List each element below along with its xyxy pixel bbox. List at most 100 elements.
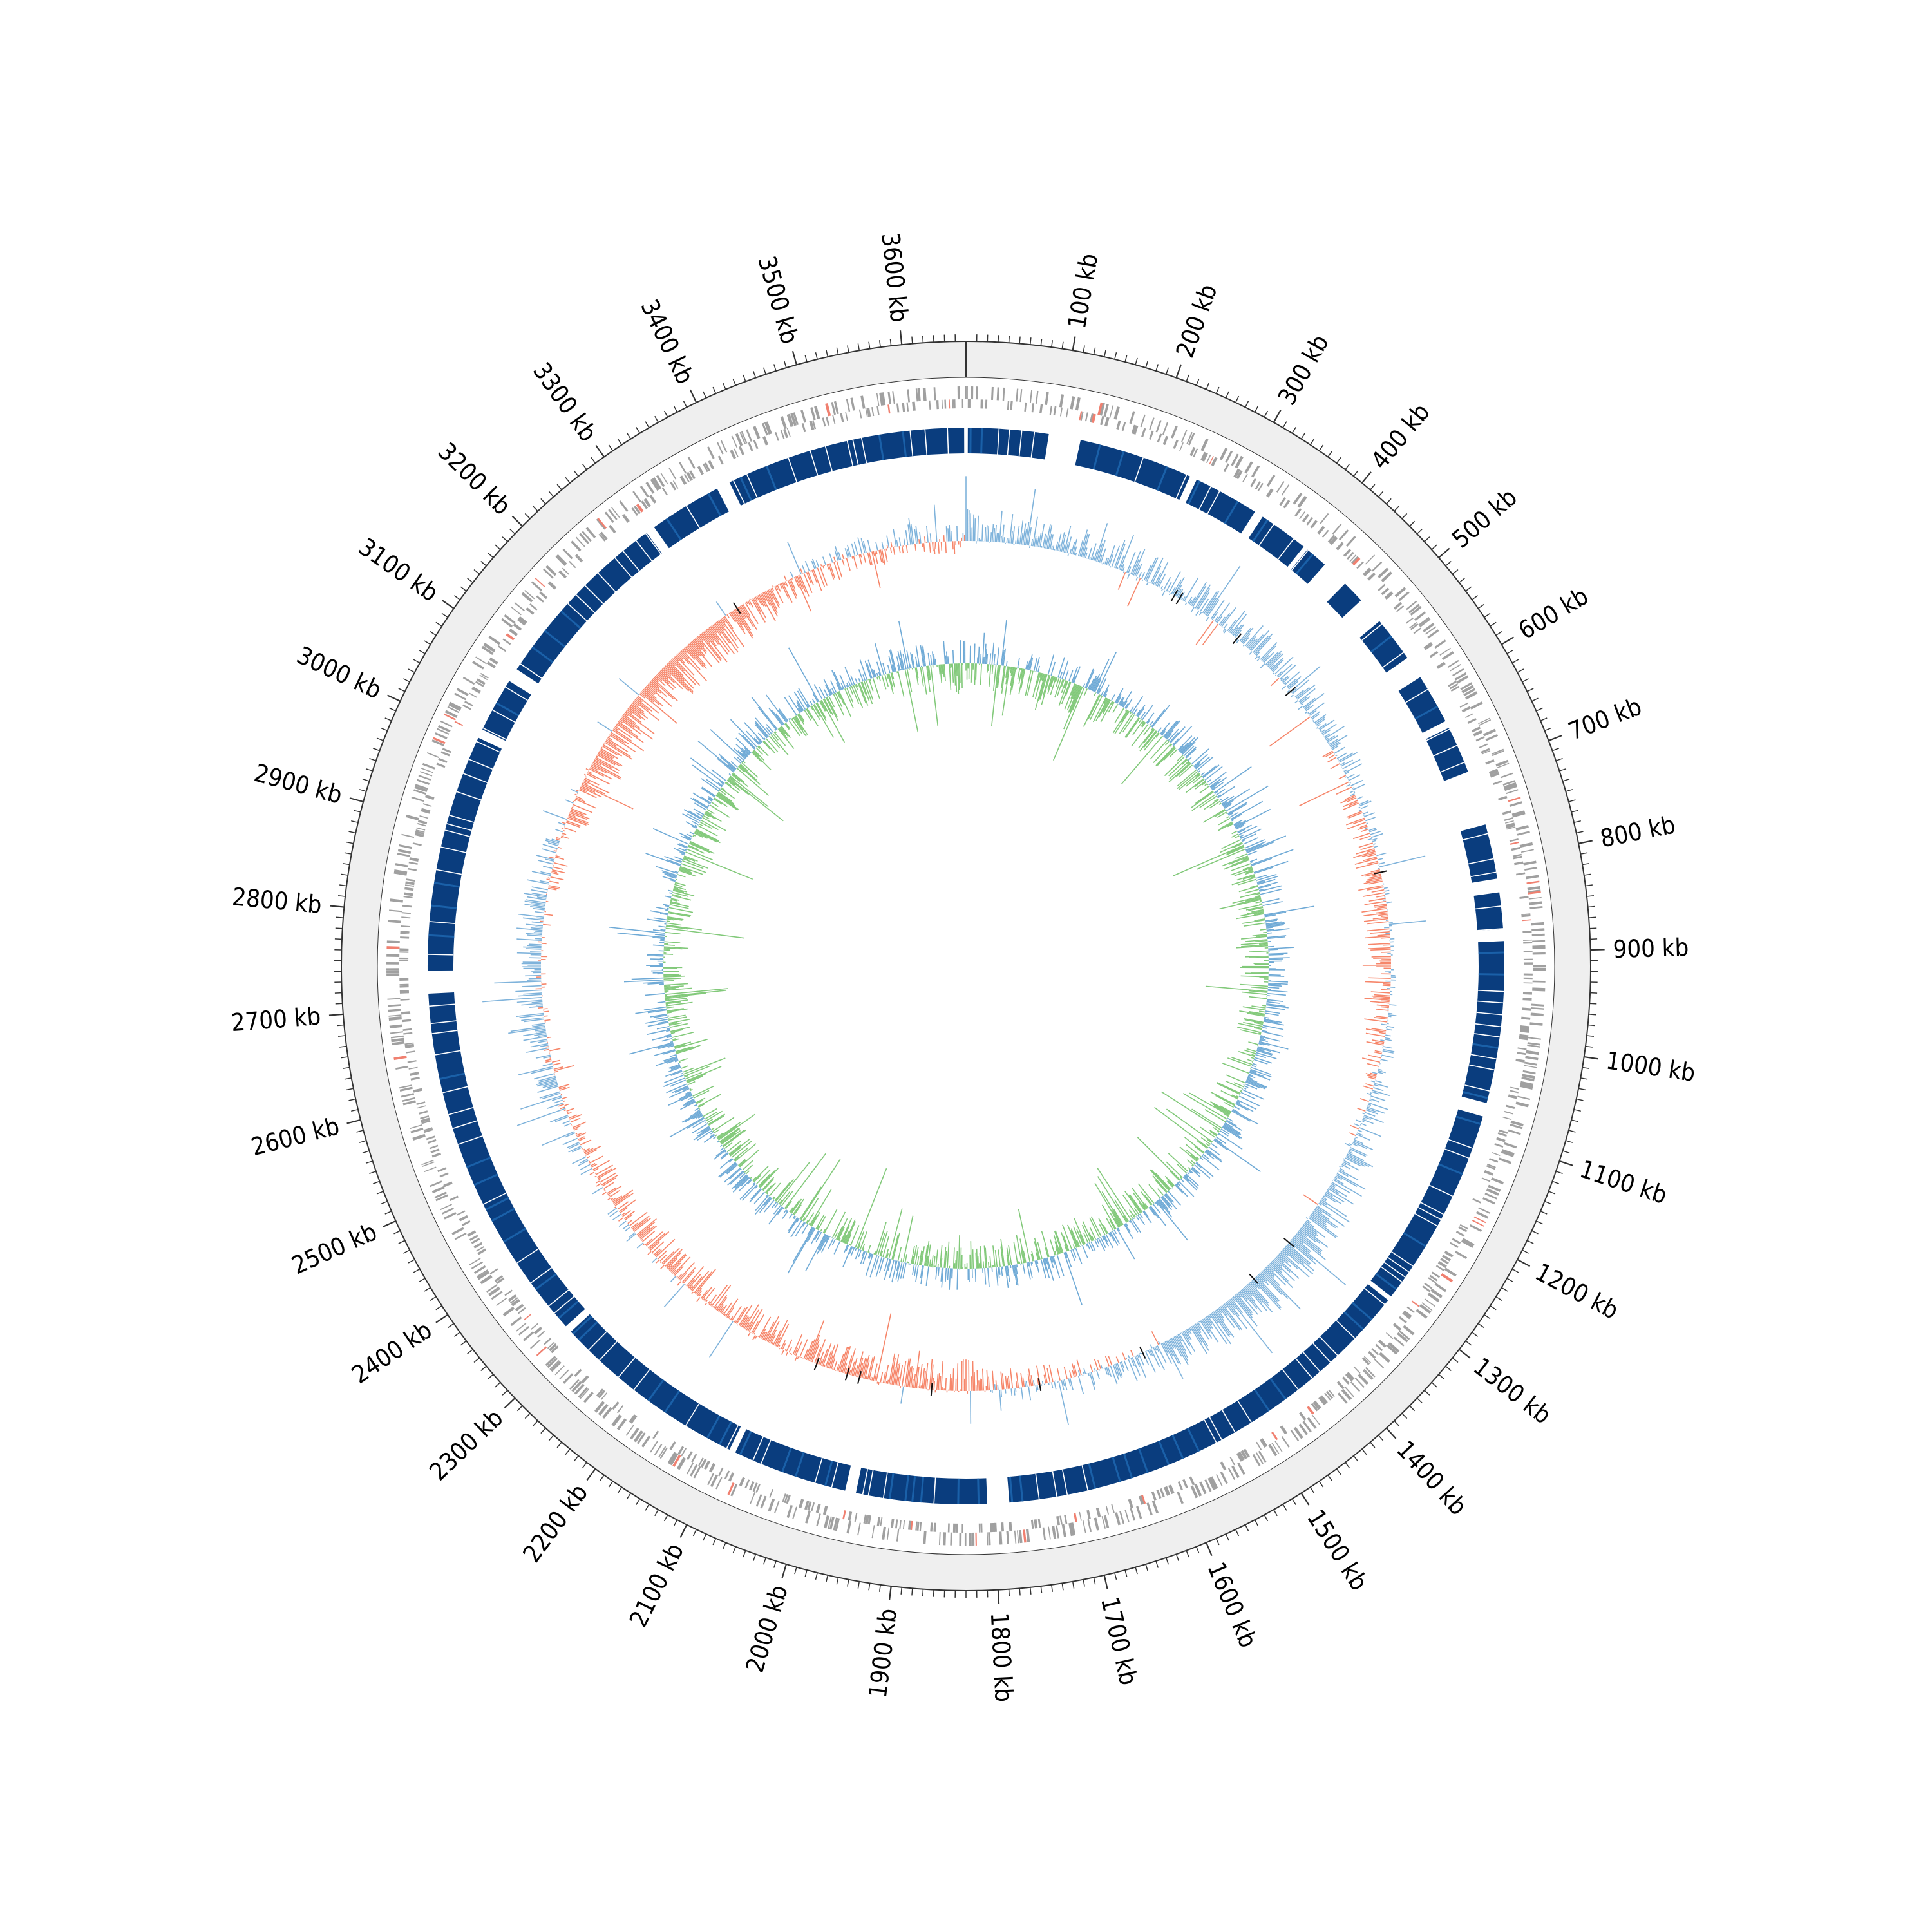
gc-skew-bar (1247, 850, 1258, 856)
gc-skew-bar (1235, 808, 1271, 828)
gc-content-bar (1189, 1327, 1208, 1355)
feature-tick (708, 1463, 716, 1473)
gc-skew-bar (800, 1159, 841, 1220)
gc-skew-bar (677, 874, 686, 878)
gc-skew-bar (1226, 846, 1244, 855)
gc-content-bar (603, 1182, 614, 1189)
gc-content-bar (1334, 1177, 1338, 1179)
feature-tick (1528, 889, 1541, 893)
alignment-split (752, 1436, 764, 1461)
gc-content-bar (1326, 1190, 1345, 1203)
gc-content-bar (516, 952, 542, 954)
feature-tick (547, 582, 556, 590)
gc-content-bar (1343, 1160, 1351, 1165)
gc-content-bar (1370, 831, 1381, 835)
gc-content-bar (887, 1379, 889, 1384)
gc-content-bar (829, 553, 833, 563)
feature-tick (811, 1502, 815, 1511)
gc-content-bar (1132, 559, 1140, 575)
feature-tick (659, 1447, 668, 1459)
gc-skew-bar (1141, 721, 1146, 727)
gc-content-bar (900, 1386, 902, 1388)
gc-skew-bar (816, 1226, 820, 1230)
feature-tick (397, 849, 412, 854)
minor-tick (509, 528, 516, 535)
feature-tick (1109, 405, 1114, 419)
gc-content-marker (1170, 589, 1179, 601)
feature-tick (988, 1532, 991, 1546)
gc-skew-bar (1246, 910, 1264, 914)
gc-skew-bar (1152, 1175, 1168, 1193)
minor-tick (1531, 1230, 1539, 1235)
gc-content-bar (715, 1294, 728, 1311)
gc-content-bar (1193, 1324, 1209, 1347)
gc-skew-bar (1260, 1037, 1264, 1039)
gc-content-bar (625, 712, 655, 735)
gc-content-bar (1273, 666, 1279, 673)
tick-label: 1600 kb (1202, 1558, 1262, 1652)
gc-content-bar (591, 1162, 596, 1166)
gc-skew-bar (1257, 1046, 1280, 1054)
gc-content-bar (741, 605, 757, 630)
minor-tick (1580, 852, 1588, 855)
gc-skew-bar (739, 1183, 756, 1200)
gc-content-bar (761, 1332, 766, 1340)
feature-tick (1379, 1352, 1390, 1363)
feature-tick (1293, 492, 1303, 505)
gc-skew-bar (788, 1217, 799, 1233)
gc-content-bar (721, 618, 726, 623)
gc-skew-bar (1109, 1232, 1115, 1242)
gc-content-bar (1182, 1331, 1196, 1352)
feature-tick (832, 415, 836, 424)
gc-skew-bar (705, 810, 712, 815)
feature-tick (812, 420, 817, 430)
gc-content-bar (668, 662, 694, 689)
gc-content-bar (1368, 828, 1377, 831)
gc-content-bar (531, 889, 548, 893)
feature-tick (1526, 1050, 1540, 1056)
gc-skew-bar (873, 1253, 875, 1255)
gc-skew-bar (721, 1152, 728, 1159)
gc-skew-bar (1047, 654, 1055, 675)
gc-skew-bar (668, 911, 692, 916)
gc-skew-bar (1109, 1219, 1116, 1230)
gc-skew-bar (701, 1126, 710, 1133)
gc-content-bar (1361, 871, 1381, 876)
gc-content-bar (1383, 1046, 1392, 1049)
feature-tick (1113, 406, 1120, 420)
gc-content-bar (545, 1060, 552, 1063)
gc-content-bar (1363, 811, 1368, 815)
gc-content-bar (1371, 956, 1391, 958)
gc-skew-bar (670, 902, 689, 907)
gc-skew-bar (663, 949, 670, 951)
gc-content-bar (764, 591, 779, 617)
gc-content-bar (1027, 489, 1036, 545)
gc-skew-bar (996, 647, 999, 665)
feature-tick (728, 1472, 735, 1482)
gc-content-bar (1163, 1341, 1184, 1379)
gc-skew-bar (1220, 842, 1243, 853)
gc-skew-bar (681, 853, 685, 856)
gc-skew-bar (1197, 848, 1245, 870)
gc-content-bar (1236, 1293, 1253, 1313)
gc-skew-bar (703, 1108, 717, 1117)
gc-skew-bar (1186, 1173, 1199, 1186)
gc-skew-bar (1242, 875, 1255, 880)
gc-skew-bar (1200, 1137, 1211, 1145)
gc-content-bar (1346, 817, 1365, 826)
feature-tick (799, 1499, 804, 1509)
feature-tick (867, 1515, 871, 1525)
feature-tick (1243, 1448, 1250, 1458)
feature-tick (1341, 1376, 1350, 1385)
gc-content-bar (1055, 541, 1059, 551)
gc-skew-bar (1057, 657, 1065, 678)
gc-content-bar (1384, 927, 1390, 929)
gc-skew-bar (717, 792, 735, 805)
gc-skew-bar (677, 843, 688, 849)
gc-skew-bar (1176, 754, 1184, 762)
gc-skew-bar (867, 1245, 871, 1253)
gc-content-bar (871, 551, 881, 589)
gc-content-bar (1256, 1274, 1265, 1283)
gc-skew-bar (1075, 1247, 1083, 1265)
feature-tick (1470, 701, 1483, 710)
